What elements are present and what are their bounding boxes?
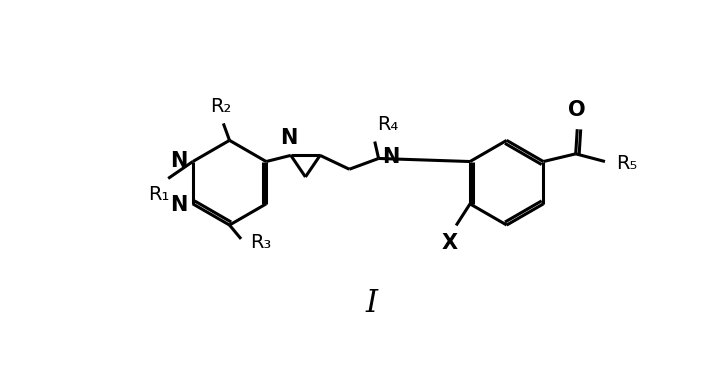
Text: I: I: [365, 288, 377, 319]
Text: N: N: [280, 128, 297, 148]
Text: R₁: R₁: [148, 185, 170, 203]
Text: R₅: R₅: [616, 154, 637, 173]
Text: X: X: [442, 233, 458, 253]
Text: R₃: R₃: [250, 233, 272, 252]
Text: R₄: R₄: [377, 115, 398, 134]
Text: R₂: R₂: [210, 97, 232, 116]
Text: O: O: [568, 100, 586, 120]
Text: N: N: [170, 151, 188, 171]
Text: N: N: [381, 147, 399, 167]
Text: N: N: [170, 194, 188, 215]
